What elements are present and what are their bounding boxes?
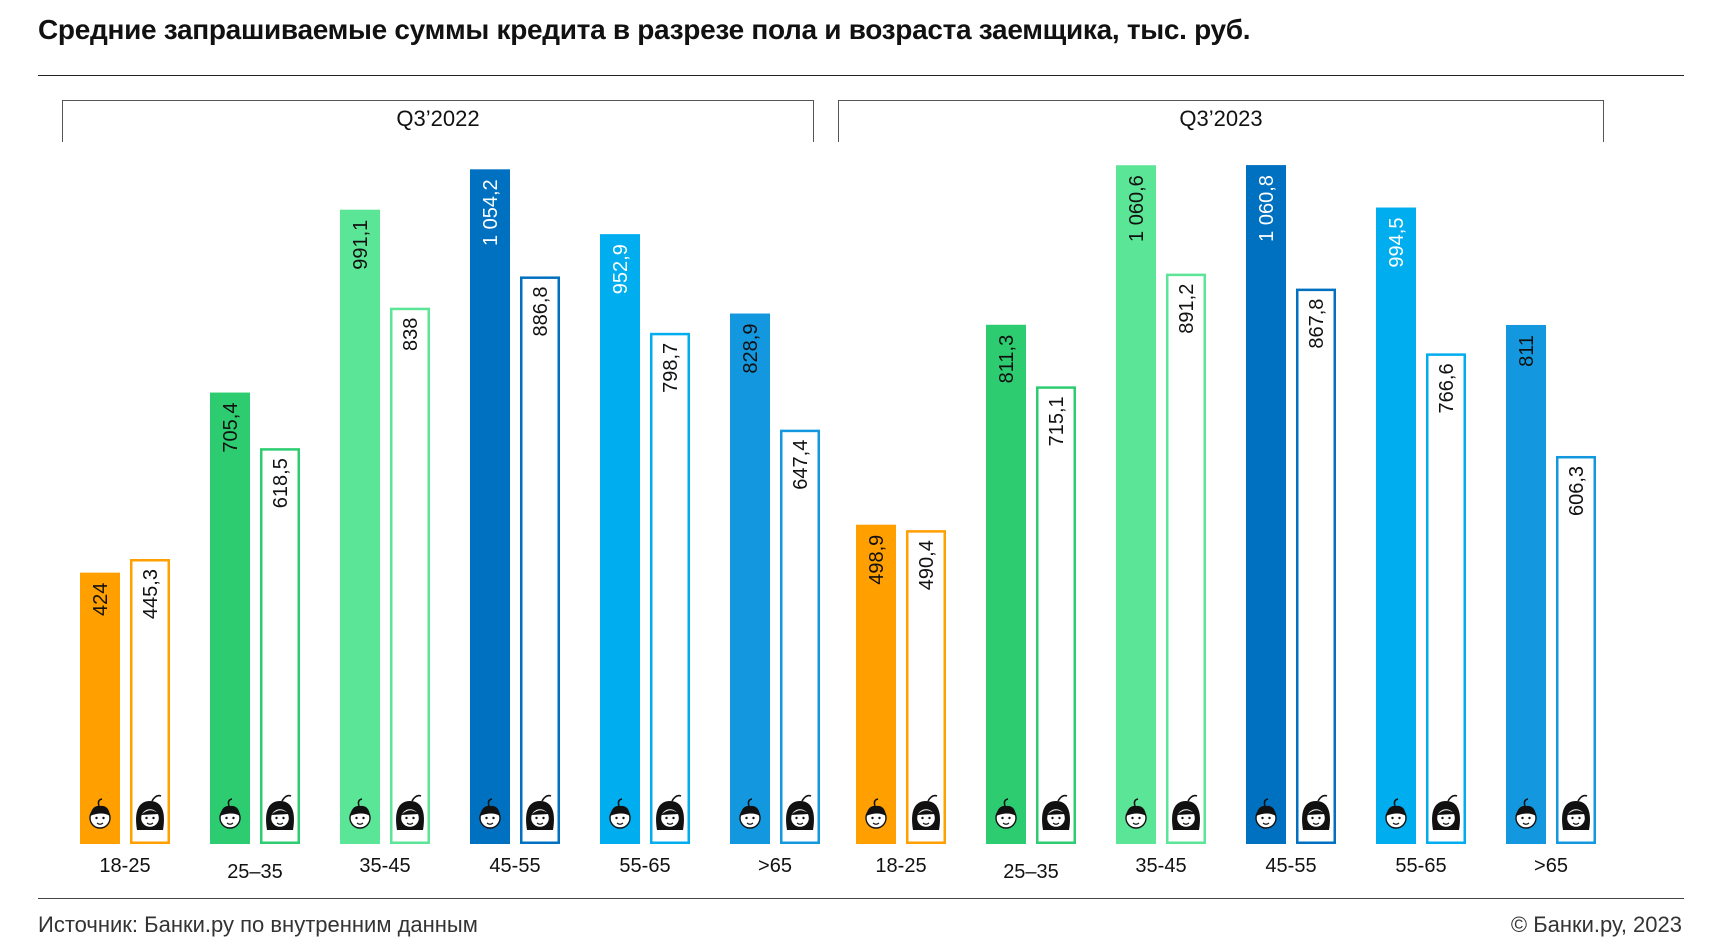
male-face-icon — [995, 798, 1017, 829]
value-label-1-men-4: 994,5 — [1386, 218, 1408, 268]
male-face-icon — [479, 798, 501, 829]
bar-0-men-3 — [470, 169, 510, 844]
female-face-icon — [912, 794, 940, 830]
value-label-0-men-4: 952,9 — [610, 244, 632, 294]
bar-0-women-5 — [780, 429, 820, 844]
category-label-1-4: 55-65 — [1395, 855, 1446, 877]
value-label-0-women-3: 886,8 — [530, 286, 552, 336]
period-bracket-2022 — [62, 100, 814, 142]
female-face-icon — [526, 794, 554, 830]
chart-title: Средние запрашиваемые суммы кредита в ра… — [38, 14, 1251, 45]
bar-0-men-0 — [80, 572, 120, 844]
category-label-0-1: 25–35 — [227, 861, 283, 883]
value-label-0-men-3: 1 054,2 — [480, 179, 502, 246]
female-face-icon — [396, 794, 424, 830]
title-divider — [38, 75, 1684, 76]
value-label-0-men-5: 828,9 — [740, 324, 762, 374]
bar-1-men-4 — [1376, 207, 1416, 844]
category-label-1-2: 35-45 — [1135, 855, 1186, 877]
value-label-1-men-0: 498,9 — [866, 535, 888, 585]
footer-divider — [38, 898, 1684, 899]
female-face-icon — [1302, 794, 1330, 830]
value-label-1-men-2: 1 060,6 — [1126, 175, 1148, 242]
value-label-1-women-0: 490,4 — [916, 540, 938, 590]
category-label-1-5: >65 — [1534, 855, 1568, 877]
bar-0-women-3 — [520, 276, 560, 844]
female-face-icon — [1042, 794, 1070, 830]
category-label-0-3: 45-55 — [489, 855, 540, 877]
value-label-1-women-4: 766,6 — [1436, 363, 1458, 413]
period-bracket-2023 — [838, 100, 1604, 142]
category-label-1-3: 45-55 — [1265, 855, 1316, 877]
female-face-icon — [786, 794, 814, 830]
female-face-icon — [1432, 794, 1460, 830]
category-label-0-5: >65 — [758, 855, 792, 877]
category-label-1-0: 18-25 — [875, 855, 926, 877]
value-label-0-men-2: 991,1 — [350, 220, 372, 270]
value-label-0-men-0: 424 — [90, 583, 112, 616]
value-label-0-women-4: 798,7 — [660, 343, 682, 393]
bar-0-men-5 — [730, 313, 770, 844]
male-face-icon — [1385, 798, 1407, 829]
bar-0-women-4 — [650, 332, 690, 844]
value-label-1-men-3: 1 060,8 — [1256, 175, 1278, 242]
bar-0-men-4 — [600, 234, 640, 845]
female-face-icon — [1172, 794, 1200, 830]
bar-0-women-2 — [390, 307, 430, 844]
value-label-1-women-5: 606,3 — [1566, 466, 1588, 516]
bar-1-men-5 — [1506, 324, 1546, 845]
category-label-0-4: 55-65 — [619, 855, 670, 877]
value-label-0-women-2: 838 — [400, 318, 422, 351]
female-face-icon — [1562, 794, 1590, 830]
source-note: Источник: Банки.ру по внутренним данным — [38, 912, 478, 937]
male-face-icon — [89, 798, 111, 829]
male-face-icon — [349, 798, 371, 829]
female-face-icon — [656, 794, 684, 830]
bar-1-women-3 — [1296, 288, 1336, 845]
category-label-1-1: 25–35 — [1003, 861, 1059, 883]
bar-1-men-3 — [1246, 165, 1286, 844]
bar-1-women-1 — [1036, 386, 1076, 844]
category-label-0-2: 35-45 — [359, 855, 410, 877]
male-face-icon — [739, 798, 761, 829]
value-label-1-women-3: 867,8 — [1306, 299, 1328, 349]
period-label-2023: Q3’2023 — [1179, 106, 1263, 131]
copyright: © Банки.ру, 2023 — [1510, 912, 1682, 937]
bar-0-men-1 — [210, 392, 250, 844]
value-label-1-women-2: 891,2 — [1176, 284, 1198, 334]
male-face-icon — [1515, 798, 1537, 829]
bar-0-men-2 — [340, 209, 380, 845]
period-label-2022: Q3’2022 — [396, 106, 480, 131]
female-face-icon — [266, 794, 294, 830]
bar-1-women-2 — [1166, 273, 1206, 844]
category-label-0-0: 18-25 — [99, 855, 150, 877]
female-face-icon — [136, 794, 164, 830]
male-face-icon — [1125, 798, 1147, 829]
bar-1-women-0 — [906, 530, 946, 844]
bar-1-men-2 — [1116, 165, 1156, 844]
value-label-1-women-1: 715,1 — [1046, 396, 1068, 446]
bar-1-men-1 — [986, 324, 1026, 844]
male-face-icon — [609, 798, 631, 829]
value-label-1-men-1: 811,3 — [996, 335, 1018, 384]
male-face-icon — [1255, 798, 1277, 829]
bar-0-women-0 — [130, 559, 170, 844]
value-label-0-women-0: 445,3 — [140, 569, 162, 619]
bar-chart: 424 445,3 18-25 705,4 618,5 25–35 991,1 838 35-4… — [80, 165, 1596, 883]
bar-0-women-1 — [260, 448, 300, 844]
value-label-1-men-5: 811 — [1516, 335, 1538, 367]
bar-1-women-4 — [1426, 353, 1466, 844]
male-face-icon — [219, 798, 241, 829]
bar-1-men-0 — [856, 524, 896, 844]
male-face-icon — [865, 798, 887, 829]
value-label-0-men-1: 705,4 — [220, 403, 242, 453]
bar-1-women-5 — [1556, 455, 1596, 844]
value-label-0-women-5: 647,4 — [790, 440, 812, 490]
value-label-0-women-1: 618,5 — [270, 458, 292, 508]
